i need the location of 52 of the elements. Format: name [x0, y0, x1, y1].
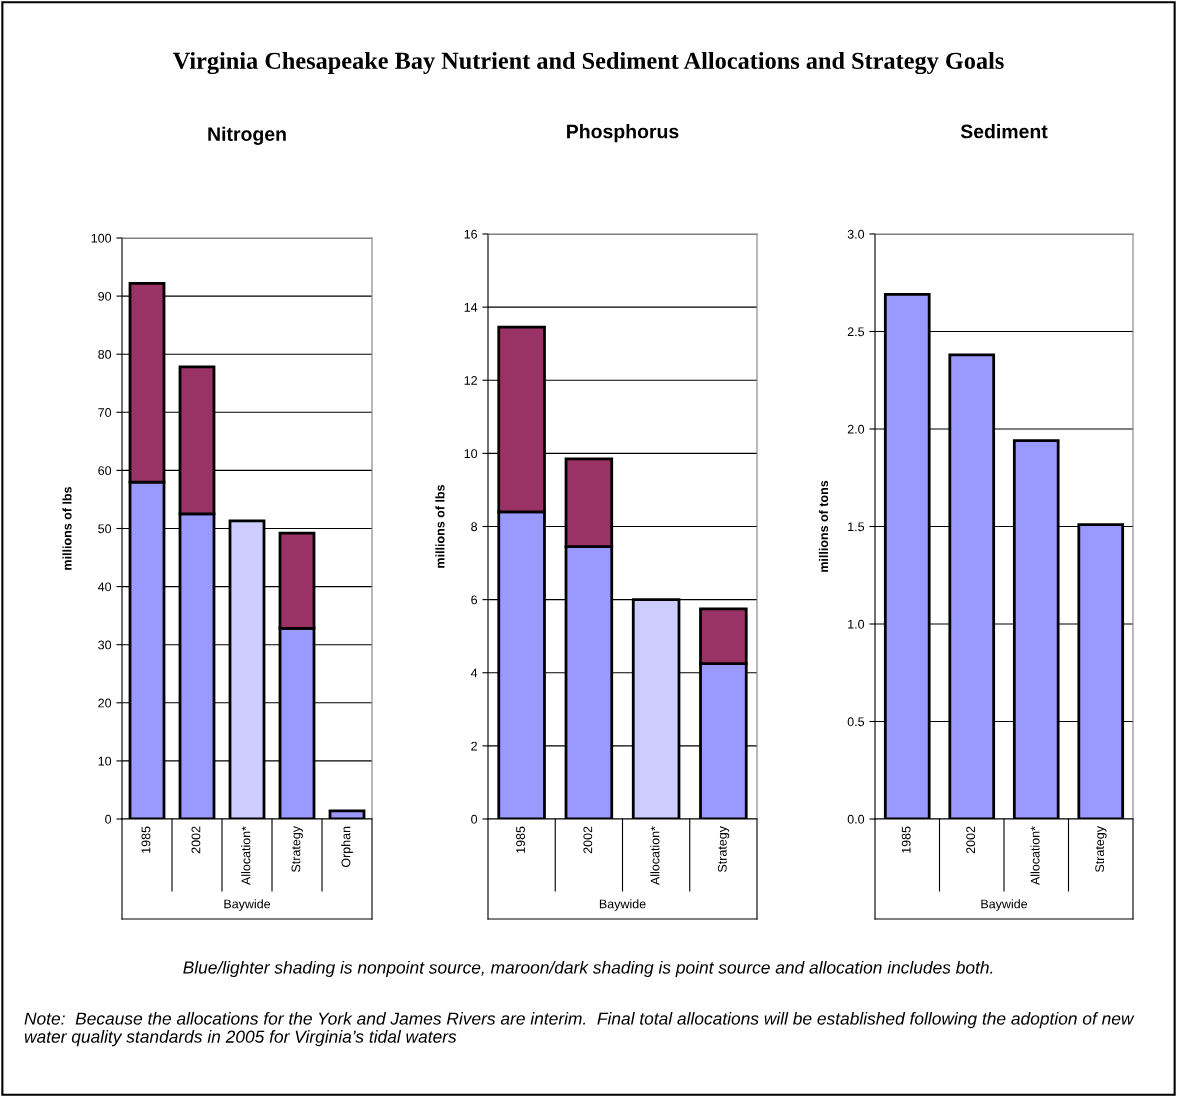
- x-tick-label: Allocation*: [650, 826, 660, 886]
- x-tick-label: 2002: [191, 826, 201, 854]
- text: Virginia Chesapeake Bay Nutrient and Sediment Allocations and Strategy Goals: [172, 51, 1004, 75]
- x-tick-label: 2002: [583, 826, 593, 854]
- y-tick-label: 40: [97, 582, 112, 592]
- y-tick-label: 20: [98, 698, 112, 708]
- y-tick-label: 12: [464, 376, 477, 385]
- x-tick-label: Allocation*: [241, 826, 251, 886]
- y-tick-label: 1.5: [848, 522, 865, 532]
- y-tick-label: 60: [98, 466, 112, 476]
- x-tick-label: Strategy: [717, 826, 730, 872]
- y-axis-title: millions of tons: [818, 480, 829, 572]
- x-tick-label: Strategy: [291, 825, 303, 872]
- y-tick-label: 6: [471, 595, 478, 605]
- x-tick-label: 1985: [516, 826, 525, 853]
- y-tick-label: 4: [470, 668, 478, 678]
- x-axis-title: Baywide: [599, 899, 646, 911]
- y-tick-label: 90: [98, 291, 112, 301]
- chart-title: Sediment: [960, 124, 1048, 139]
- x-tick-label: 2002: [966, 826, 976, 854]
- text: Note: Because the allocations for the York and James Rivers are interim. Final total allocations will be established following the adoption of new water quality standards in 2005 for Virginia’s tidal waters: [24, 1012, 1135, 1047]
- text: Blue/lighter shading is nonpoint source, maroon/dark shading is point source and allocation includes both.: [183, 960, 993, 978]
- y-tick-label: 50: [98, 524, 112, 534]
- y-tick-label: 2.0: [847, 424, 865, 434]
- y-tick-label: 10: [98, 756, 112, 766]
- x-tick-label: Allocation*: [1030, 826, 1040, 886]
- y-tick-label: 10: [464, 449, 478, 459]
- y-tick-label: 100: [91, 233, 112, 243]
- y-tick-label: 0.5: [847, 717, 865, 727]
- y-axis-title: millions of lbs: [62, 486, 72, 570]
- y-tick-label: 0: [105, 814, 112, 824]
- y-tick-label: 2.5: [847, 327, 865, 337]
- chart-title: Phosphorus: [567, 124, 679, 143]
- x-tick-label: Strategy: [1095, 826, 1107, 872]
- chart-title: Nitrogen: [208, 126, 286, 145]
- x-tick-label: Orphan: [341, 826, 353, 868]
- y-tick-label: 3.0: [847, 229, 865, 239]
- x-tick-label: 1985: [141, 826, 151, 853]
- y-tick-label: 16: [464, 229, 478, 239]
- y-tick-label: 70: [98, 408, 112, 417]
- y-tick-label: 2: [471, 741, 477, 751]
- y-tick-label: 0: [471, 814, 478, 824]
- y-tick-label: 14: [464, 303, 478, 312]
- y-tick-label: 1.0: [848, 619, 865, 629]
- x-axis-title: Baywide: [224, 899, 271, 911]
- y-tick-label: 30: [98, 640, 112, 650]
- y-tick-label: 8: [471, 522, 478, 532]
- x-tick-label: 1985: [901, 826, 911, 853]
- y-tick-label: 0.0: [847, 814, 865, 824]
- y-axis-title: millions of lbs: [435, 484, 445, 568]
- x-axis-title: Baywide: [981, 899, 1028, 911]
- y-tick-label: 80: [98, 350, 112, 359]
